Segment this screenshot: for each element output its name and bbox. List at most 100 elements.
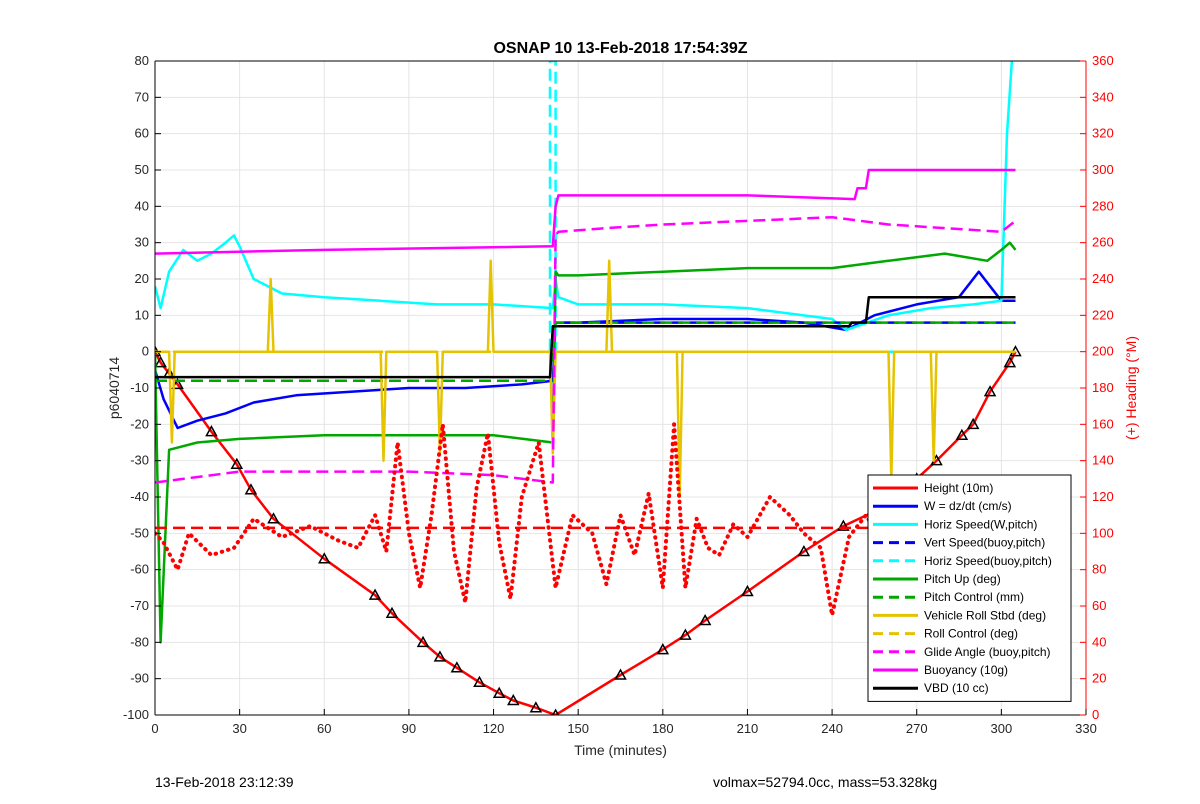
y-tick-label: -30 (130, 453, 149, 468)
series-line-11 (155, 295, 1016, 379)
y-tick-label: 40 (135, 198, 149, 213)
y-tick-label: 0 (142, 344, 149, 359)
height-marker (507, 693, 520, 706)
y-tick-label: -90 (130, 671, 149, 686)
footer-mass-info: volmax=52794.0cc, mass=53.328kg (713, 774, 938, 790)
height-marker (155, 356, 167, 368)
height-marker (244, 483, 258, 495)
height-marker (797, 544, 811, 557)
y-right-tick-label: 20 (1092, 671, 1106, 686)
legend-label: Horiz Speed(W,pitch) (924, 517, 1037, 531)
height-marker (450, 661, 464, 673)
y-tick-label: 50 (135, 162, 149, 177)
y-right-tick-label: 180 (1092, 380, 1114, 395)
series-line-12 (155, 422, 1009, 618)
series-line-5 (155, 241, 1017, 644)
y-tick-label: 80 (135, 53, 149, 68)
y-right-axis-label: (+) Heading (°M) (1123, 336, 1139, 440)
height-marker (614, 668, 627, 680)
height-marker (230, 457, 244, 470)
y-right-tick-label: 120 (1092, 489, 1114, 504)
y-tick-label: -10 (130, 380, 149, 395)
x-tick-label: 90 (402, 721, 416, 736)
legend-label: Vehicle Roll Stbd (deg) (924, 608, 1046, 622)
legend-label: Pitch Control (mm) (924, 590, 1024, 604)
y-right-tick-label: 260 (1092, 235, 1114, 250)
height-marker (171, 377, 184, 390)
footer-timestamp: 13-Feb-2018 23:12:39 (155, 774, 294, 790)
height-marker (368, 588, 382, 600)
y-right-tick-label: 280 (1092, 198, 1114, 213)
chart-title: OSNAP 10 13-Feb-2018 17:54:39Z (493, 40, 747, 57)
y-tick-label: -50 (130, 525, 149, 540)
y-right-tick-label: 60 (1092, 598, 1106, 613)
x-tick-label: 60 (317, 721, 331, 736)
y-right-tick-label: 0 (1092, 707, 1099, 722)
x-tick-label: 180 (652, 721, 674, 736)
legend-label: VBD (10 cc) (924, 681, 989, 695)
height-marker (966, 417, 980, 430)
height-marker (416, 635, 430, 648)
height-marker (656, 643, 670, 655)
x-tick-label: 240 (821, 721, 843, 736)
x-tick-label: 0 (151, 721, 158, 736)
y-right-tick-label: 220 (1092, 307, 1114, 322)
x-tick-label: 270 (906, 721, 928, 736)
legend-label: W = dz/dt (cm/s) (924, 499, 1012, 513)
y-right-tick-label: 240 (1092, 271, 1114, 286)
y-tick-label: 60 (135, 126, 149, 141)
series-line-0 (155, 351, 1017, 715)
y-right-tick-label: 140 (1092, 453, 1114, 468)
x-tick-label: 150 (567, 721, 589, 736)
y-right-tick-label: 340 (1092, 89, 1114, 104)
x-tick-label: 30 (232, 721, 246, 736)
series-line-7 (155, 259, 1016, 499)
y-right-tick-label: 80 (1092, 562, 1106, 577)
height-marker (492, 686, 506, 698)
height-marker (698, 613, 712, 626)
height-marker (679, 628, 692, 640)
height-marker (267, 512, 280, 524)
height-marker (473, 675, 486, 688)
y-right-tick-label: 160 (1092, 416, 1114, 431)
height-marker (317, 552, 331, 564)
x-tick-label: 300 (991, 721, 1013, 736)
height-marker (741, 584, 754, 597)
y-tick-label: 70 (135, 89, 149, 104)
y-tick-label: -20 (130, 416, 149, 431)
height-marker (837, 519, 850, 531)
y-tick-label: -80 (130, 634, 149, 649)
x-tick-label: 330 (1075, 721, 1097, 736)
y-axis-label: p6040714 (106, 357, 122, 420)
x-axis-label: Time (minutes) (574, 742, 667, 758)
x-tick-label: 210 (737, 721, 759, 736)
series-group (155, 61, 1022, 715)
series-line-9 (155, 215, 1017, 484)
height-marker (1003, 356, 1017, 368)
legend-label: Vert Speed(buoy,pitch) (924, 536, 1045, 550)
legend-label: Glide Angle (buoy,pitch) (924, 645, 1051, 659)
height-marker (433, 650, 447, 662)
height-marker (983, 385, 997, 397)
y-tick-label: -70 (130, 598, 149, 613)
height-marker (385, 606, 399, 619)
y-right-tick-label: 300 (1092, 162, 1114, 177)
legend-label: Buoyancy (10g) (924, 663, 1008, 677)
y-tick-label: 30 (135, 235, 149, 250)
y-tick-label: 10 (135, 307, 149, 322)
height-marker (205, 425, 218, 437)
height-marker (529, 701, 543, 713)
y-tick-label: 20 (135, 271, 149, 286)
series-line-10 (155, 168, 1016, 255)
legend-label: Height (10m) (924, 481, 993, 495)
y-right-tick-label: 320 (1092, 126, 1114, 141)
y-tick-label: -60 (130, 562, 149, 577)
legend-label: Roll Control (deg) (924, 627, 1018, 641)
y-tick-label: -40 (130, 489, 149, 504)
legend-box (867, 474, 1072, 702)
y-right-tick-label: 200 (1092, 344, 1114, 359)
legend-label: Pitch Up (deg) (924, 572, 1001, 586)
series-line-2 (155, 61, 1014, 332)
series-line-3 (155, 321, 1016, 353)
